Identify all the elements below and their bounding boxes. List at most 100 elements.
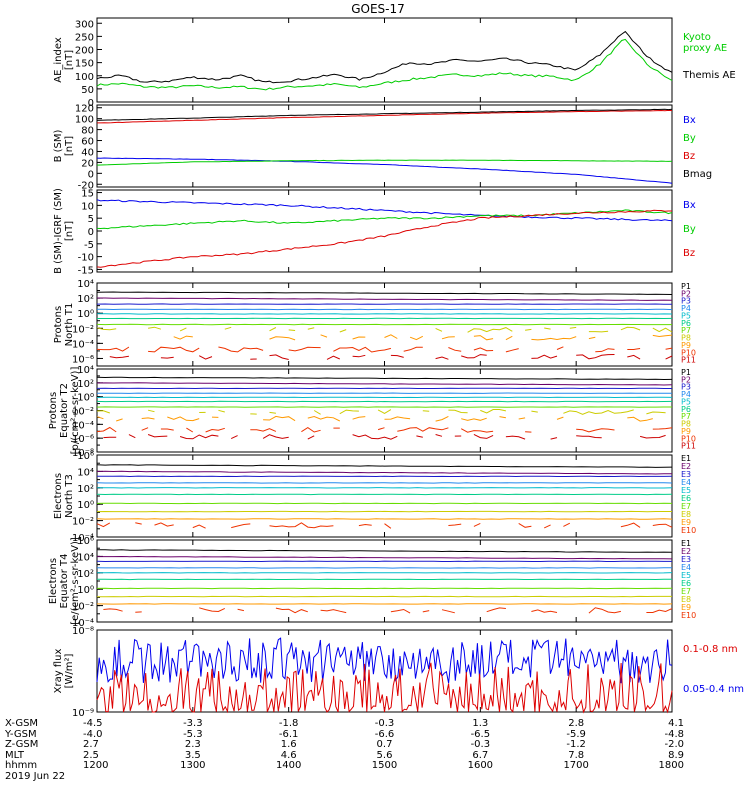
series-line	[250, 429, 276, 432]
series-line	[97, 428, 116, 432]
series-line	[589, 608, 621, 613]
series-line	[167, 417, 199, 421]
series-line	[519, 523, 532, 527]
series-line	[531, 610, 557, 613]
y-tick-label: 100	[75, 115, 94, 126]
y-tick-label: 10⁻²	[72, 407, 94, 418]
series-line	[474, 336, 493, 340]
legend-label: Themis AE	[682, 70, 736, 81]
ephemeris-value: 1800	[659, 760, 684, 771]
series-line	[436, 328, 442, 331]
series-line	[576, 429, 614, 432]
series-line	[461, 429, 493, 433]
series-line	[385, 524, 391, 529]
series-line	[218, 410, 224, 412]
series-line	[231, 436, 237, 439]
series-line	[308, 328, 314, 329]
series-line	[391, 610, 410, 614]
series-line	[410, 336, 423, 339]
ephemeris-value: 1.6	[281, 739, 297, 750]
y-tick-label: 0	[88, 169, 94, 180]
series-line	[340, 410, 359, 414]
series-line	[544, 525, 550, 528]
series-line	[480, 410, 506, 414]
series-line	[423, 411, 429, 412]
y-tick-label: 80	[81, 126, 94, 137]
y-tick-label: -10	[78, 253, 94, 264]
series-line	[97, 411, 110, 413]
series-line	[640, 435, 666, 438]
ephemeris-row-label: X-GSM	[5, 718, 38, 729]
ephemeris-row-label: 2019 Jun 22	[5, 771, 65, 782]
series-line	[148, 435, 167, 437]
ephemeris-value: 2.3	[185, 739, 201, 750]
legend-label: Bz	[683, 151, 695, 162]
series-line	[385, 417, 411, 419]
ephemeris-value: 1400	[276, 760, 301, 771]
series-line	[423, 611, 429, 612]
series-line	[218, 347, 263, 352]
y-tick-label: 120	[75, 104, 94, 115]
y-axis-label: Protons	[53, 306, 64, 343]
series-line	[653, 335, 672, 336]
series-line	[353, 337, 366, 339]
series-line	[627, 349, 640, 350]
series-line	[238, 609, 244, 610]
series-line	[487, 608, 506, 612]
series-line	[551, 438, 557, 440]
y-axis-label: [nT]	[64, 50, 75, 70]
y-tick-label: 10⁶	[77, 451, 94, 462]
series-line	[314, 411, 320, 415]
series-line	[653, 428, 672, 429]
series-line	[103, 609, 122, 611]
series-line	[666, 356, 672, 359]
y-tick-label: 10⁴	[77, 467, 94, 478]
series-line	[199, 356, 212, 359]
series-line	[589, 331, 608, 332]
series-line	[557, 417, 563, 419]
series-line	[397, 428, 448, 432]
panel-frame	[97, 369, 672, 452]
y-axis-label: Equator T2	[59, 383, 70, 438]
series-line	[506, 349, 519, 352]
y-tick-label: 10	[81, 201, 94, 212]
series-line	[263, 435, 289, 439]
series-line	[627, 417, 653, 421]
ephemeris-value: 1.3	[472, 718, 488, 729]
ephemeris-value: 0.7	[377, 739, 393, 750]
y-tick-label: 10⁻⁴	[72, 339, 94, 350]
y-tick-label: 10²	[77, 294, 94, 305]
series-line	[448, 524, 461, 525]
series-line	[301, 428, 320, 432]
series-line	[289, 330, 295, 331]
y-axis-label: North T3	[64, 474, 75, 518]
y-axis-label: [nT]	[64, 136, 75, 156]
y-tick-label: 10⁰	[77, 393, 94, 404]
legend-label: P11	[681, 442, 696, 451]
series-line	[531, 355, 557, 358]
y-tick-label: 10⁻⁶	[72, 434, 94, 445]
series-line	[519, 418, 525, 419]
series-line	[474, 523, 480, 526]
ephemeris-value: 1300	[180, 760, 205, 771]
y-tick-label: 60	[81, 137, 94, 148]
series-line	[327, 356, 340, 359]
y-tick-label: 10⁶	[77, 536, 94, 547]
y-tick-label: -15	[78, 265, 94, 276]
y-tick-label: 10⁰	[77, 309, 94, 320]
y-tick-label: 10⁰	[77, 585, 94, 596]
y-tick-label: 100	[75, 72, 94, 83]
y-axis-label: B (SM)	[53, 129, 64, 162]
legend-label: By	[683, 224, 696, 235]
y-tick-label: 0	[88, 227, 94, 238]
series-line	[448, 410, 467, 413]
y-tick-label: 150	[75, 59, 94, 70]
series-line	[353, 355, 366, 357]
y-tick-label: 50	[81, 85, 94, 96]
series-line	[97, 110, 672, 123]
series-line	[621, 327, 640, 330]
series-line	[563, 410, 633, 414]
y-tick-label: 10⁻²	[72, 602, 94, 613]
series-line	[333, 347, 391, 352]
series-line	[180, 435, 218, 439]
